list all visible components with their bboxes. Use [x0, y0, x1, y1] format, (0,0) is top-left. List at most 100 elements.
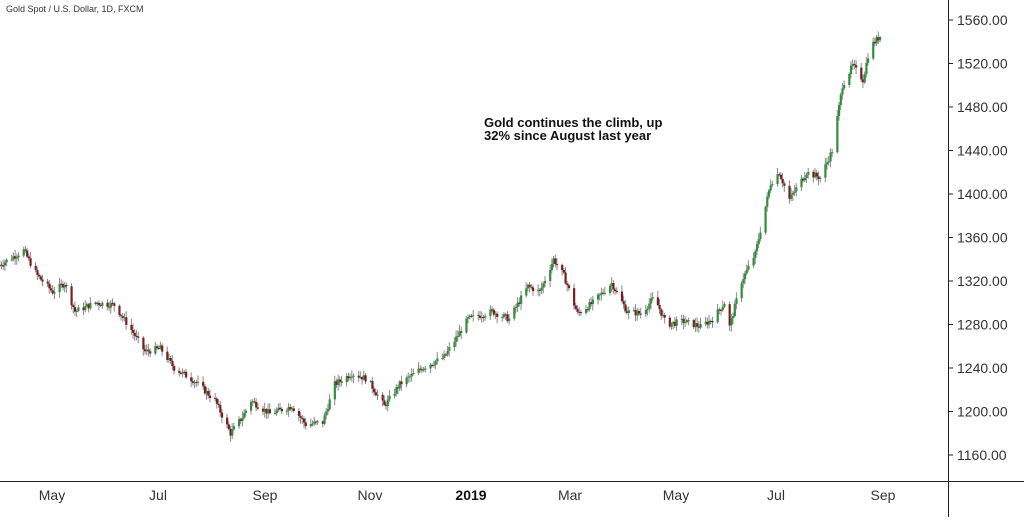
candle-up — [84, 306, 87, 311]
candle-down — [155, 346, 159, 348]
candle-up — [675, 319, 678, 326]
candle-up — [123, 317, 126, 319]
candle-down — [357, 375, 360, 378]
candle-up — [313, 421, 316, 424]
candle-down — [668, 317, 671, 327]
candle-up — [17, 255, 20, 258]
candle-down — [496, 313, 499, 317]
candle-down — [444, 354, 448, 356]
candle-up — [337, 379, 340, 385]
candle-down — [567, 285, 571, 289]
candle-up — [732, 316, 735, 319]
candle-down — [853, 64, 856, 66]
candle-up — [839, 94, 842, 106]
x-tick-label: Sep — [871, 487, 896, 503]
y-tick-label: 1560.00 — [957, 12, 1008, 28]
candle-down — [65, 285, 68, 287]
candle-up — [632, 310, 636, 312]
candle-up — [791, 193, 795, 195]
candle-down — [157, 347, 160, 349]
candle-down — [660, 309, 663, 316]
candle-down — [482, 317, 485, 319]
candle-up — [803, 177, 806, 181]
candle-down — [673, 321, 677, 326]
candle-up — [600, 292, 603, 295]
candle-up — [432, 364, 436, 366]
candle-down — [130, 324, 133, 330]
candle-up — [275, 410, 278, 414]
candle-up — [747, 265, 750, 270]
candle-up — [232, 426, 236, 430]
candle-down — [371, 381, 374, 389]
candle-up — [588, 302, 591, 310]
y-tick-label: 1240.00 — [957, 360, 1008, 376]
candle-up — [759, 232, 762, 239]
candle-up — [776, 174, 779, 185]
candle-up — [805, 174, 808, 178]
candle-down — [590, 302, 593, 305]
candle-down — [576, 308, 579, 312]
candle-up — [735, 298, 738, 304]
candle-down — [280, 408, 283, 412]
candle-up — [429, 364, 432, 369]
candle-up — [651, 297, 654, 299]
candle-down — [195, 382, 198, 384]
price-axis[interactable]: 1560.00 1520.00 1480.00 1440.00 1400.00 1360.… — [948, 12, 1008, 463]
candle-up — [75, 310, 78, 312]
candle-down — [321, 421, 324, 424]
candle-down — [289, 407, 292, 410]
candle-down — [121, 316, 124, 318]
candle-down — [658, 305, 661, 310]
candle-down — [624, 304, 627, 312]
candle-up — [443, 354, 446, 358]
candle-up — [109, 302, 113, 308]
candle-down — [70, 286, 73, 306]
candle-down — [612, 283, 615, 290]
candle-down — [178, 370, 181, 373]
candle-up — [350, 376, 354, 378]
candle-down — [217, 403, 220, 405]
candle-down — [149, 351, 152, 354]
candle-down — [111, 302, 114, 304]
candle-down — [169, 357, 172, 361]
candle-up — [359, 377, 362, 379]
candle-down — [528, 284, 531, 287]
candle-down — [338, 379, 342, 382]
candle-down — [602, 292, 605, 294]
candle-down — [614, 289, 617, 292]
candle-up — [807, 171, 810, 175]
candle-down — [781, 178, 784, 184]
candle-down — [626, 311, 629, 314]
chart-annotation: Gold continues the climb, up 32% since A… — [484, 116, 662, 142]
y-tick-label: 1160.00 — [957, 447, 1007, 463]
candle-down — [479, 315, 482, 318]
candle-up — [323, 415, 326, 424]
candle-up — [743, 273, 747, 280]
candle-up — [814, 172, 817, 178]
candle-down — [361, 377, 364, 380]
candle-down — [2, 265, 5, 267]
candle-down — [215, 398, 218, 404]
candle-down — [49, 288, 53, 291]
candle-down — [142, 337, 145, 350]
candle-up — [5, 259, 8, 263]
candle-down — [220, 412, 224, 418]
candle-down — [99, 304, 102, 306]
candle-up — [603, 292, 607, 294]
candle-down — [718, 309, 721, 311]
candle-down — [208, 395, 212, 398]
candle-down — [96, 302, 99, 304]
candle-down — [227, 424, 230, 429]
candle-up — [610, 283, 613, 286]
candle-down — [314, 421, 318, 423]
candle-up — [408, 376, 412, 378]
candle-down — [256, 407, 260, 409]
candle-down — [29, 258, 32, 266]
candle-up — [291, 408, 294, 410]
candle-up — [851, 64, 854, 66]
candle-up — [863, 74, 866, 83]
candle-up — [764, 206, 767, 233]
time-axis[interactable]: May Jul Sep Nov 2019 Mar May Jul Sep — [39, 487, 896, 503]
candle-down — [137, 336, 140, 338]
